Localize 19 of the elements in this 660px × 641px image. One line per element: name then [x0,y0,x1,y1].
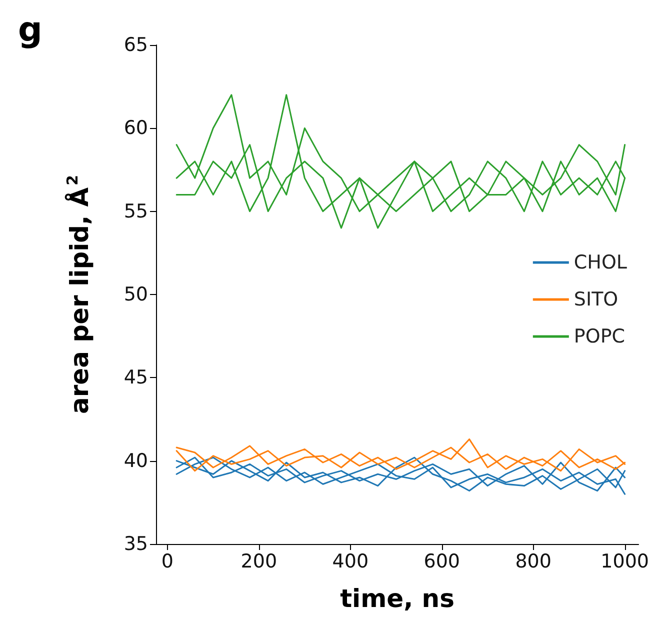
x-tick-label: 800 [515,550,552,572]
y-tick-label: 50 [124,284,148,306]
x-axis-title: time, ns [340,584,454,613]
y-tick-label: 35 [124,533,148,555]
y-tick-label: 60 [124,117,148,140]
x-tick-label: 200 [240,550,278,572]
x-tick-label: 1000 [600,550,650,572]
chart-title: g [18,10,42,50]
y-tick-label: 65 [124,34,148,56]
y-tick-label: 40 [124,450,148,472]
y-tick-label: 55 [124,200,148,222]
y-axis-title: area per lipid, Å2 [64,174,94,414]
x-tick-label: 600 [424,550,460,572]
legend-label: POPC [574,326,626,348]
x-tick-label: 0 [161,550,174,572]
x-tick-label: 400 [332,550,369,572]
y-tick-label: 45 [124,366,148,389]
legend-label: CHOL [574,252,628,274]
legend-label: SITO [574,288,618,310]
